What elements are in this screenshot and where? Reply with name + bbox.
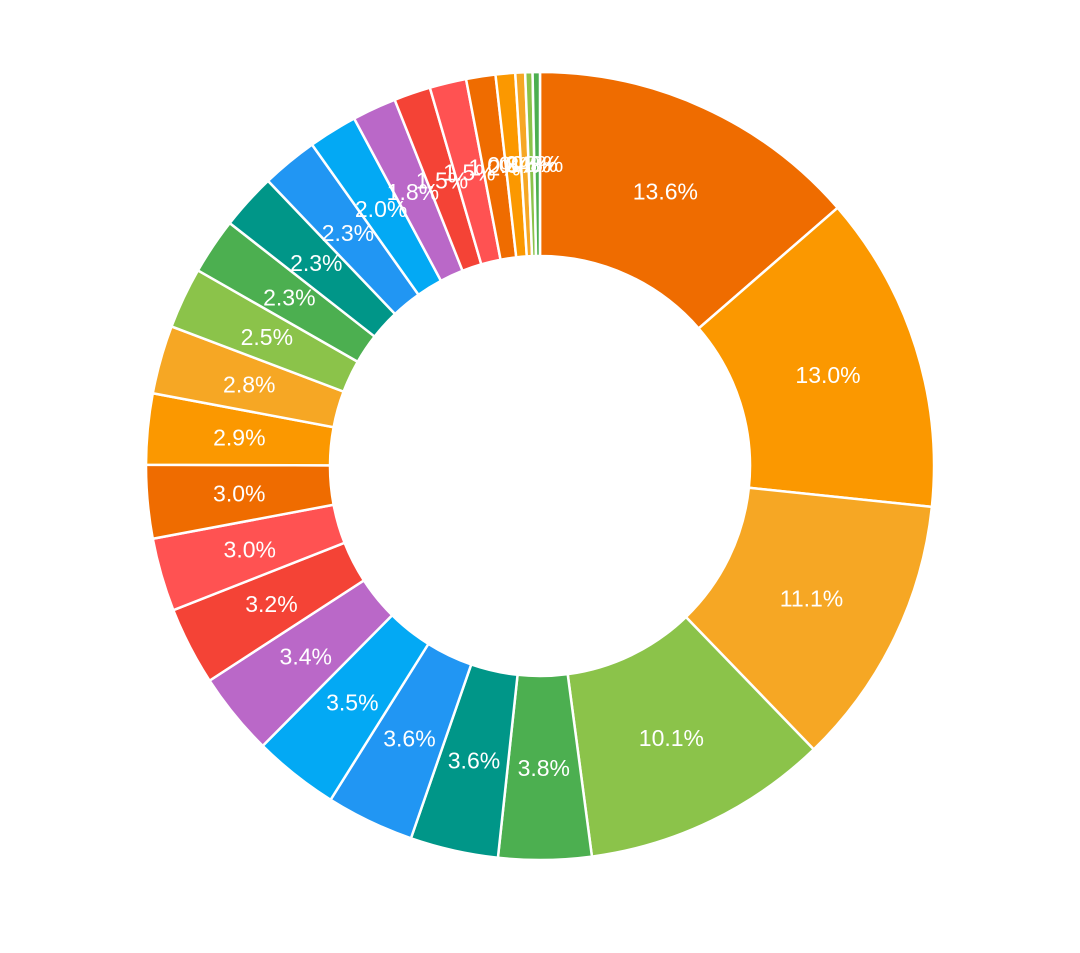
slice-label-25: 0.4% [499, 151, 551, 177]
slice-label-3: 11.1% [780, 585, 844, 611]
slice-label-19: 2.0% [355, 196, 407, 222]
slice-label-26: 0.3% [505, 151, 557, 177]
slice-label-18: 2.3% [322, 220, 374, 246]
slice-label-24: 0.8% [487, 152, 539, 178]
slice-label-21: 1.5% [416, 167, 468, 193]
slice-label-4: 10.1% [639, 725, 704, 751]
slice-label-12: 3.0% [213, 481, 265, 507]
slice-label-5: 3.8% [518, 755, 570, 781]
pie-slice-2 [696, 206, 936, 509]
slice-label-20: 1.8% [387, 179, 439, 205]
slice-label-13: 2.9% [213, 425, 265, 451]
pie-slice-27 [531, 70, 542, 258]
slice-label-1: 13.6% [633, 178, 698, 204]
slice-label-10: 3.2% [245, 591, 297, 617]
slice-label-23: 1.2% [468, 154, 520, 180]
slice-label-14: 2.8% [223, 371, 275, 397]
slices-group [144, 70, 936, 862]
slice-label-9: 3.4% [280, 644, 332, 670]
slice-label-6: 3.6% [448, 748, 500, 774]
slice-label-16: 2.3% [263, 285, 315, 311]
slice-label-8: 3.5% [326, 690, 378, 716]
slice-label-15: 2.5% [241, 324, 293, 350]
pie-slice-1 [538, 70, 840, 331]
slice-label-2: 13.0% [795, 362, 860, 388]
slice-label-11: 3.0% [224, 537, 276, 563]
slice-label-7: 3.6% [383, 725, 435, 751]
labels-group: 13.6%13.0%11.1%10.1%3.8%3.6%3.6%3.5%3.4%… [213, 151, 861, 781]
slice-label-17: 2.3% [290, 250, 342, 276]
slice-label-22: 1.5% [443, 159, 495, 185]
slice-label-27: 0.3% [511, 151, 563, 177]
